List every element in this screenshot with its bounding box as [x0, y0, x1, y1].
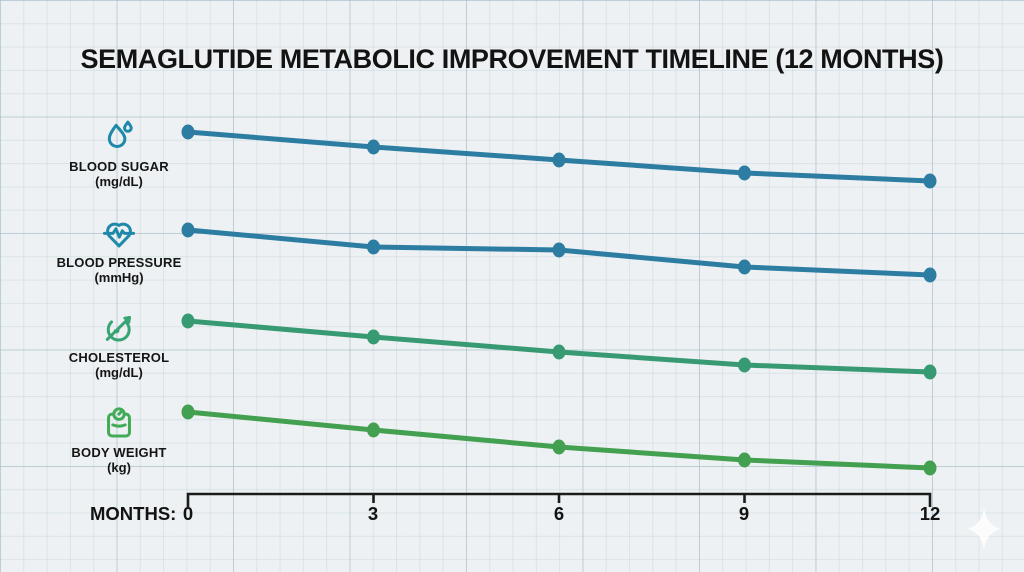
- metric-unit: (mg/dL): [95, 174, 143, 189]
- series-point-cholesterol-3: [367, 329, 380, 345]
- series-point-cholesterol-12: [923, 364, 937, 380]
- x-tick-label-12: 12: [919, 503, 941, 524]
- series-point-blood-sugar-9: [738, 165, 751, 181]
- series-point-cholesterol-6: [552, 344, 566, 360]
- metric-unit: (mmHg): [94, 270, 144, 285]
- metric-label: BODY WEIGHT: [71, 445, 167, 460]
- series-point-cholesterol-9: [738, 357, 751, 373]
- metric-row-body-weight: BODY WEIGHT (kg): [44, 404, 194, 476]
- metric-label: BLOOD SUGAR: [69, 159, 169, 174]
- x-tick-label-3: 3: [367, 503, 379, 524]
- metric-unit: (mg/dL): [95, 365, 143, 380]
- metric-row-cholesterol: CHOLESTEROL (mg/dL): [44, 309, 194, 381]
- series-point-body-weight-9: [738, 452, 751, 468]
- series-point-blood-sugar-6: [552, 152, 566, 168]
- series-point-blood-sugar-12: [923, 173, 937, 189]
- metric-row-blood-sugar: BLOOD SUGAR (mg/dL): [44, 118, 194, 190]
- metric-label: BLOOD PRESSURE: [56, 255, 182, 270]
- weight-scale-icon: [107, 407, 131, 438]
- series-point-blood-sugar-0: [181, 124, 195, 140]
- series-point-body-weight-6: [552, 439, 566, 455]
- series-point-cholesterol-0: [181, 313, 195, 329]
- x-tick-label-0: 0: [182, 503, 194, 524]
- heart-pulse-icon: [102, 222, 136, 248]
- series-point-blood-pressure-6: [552, 242, 566, 258]
- series-point-blood-pressure-3: [367, 239, 380, 255]
- sparkle-icon: [967, 508, 1001, 550]
- series-point-blood-pressure-0: [181, 222, 195, 238]
- series-point-body-weight-12: [923, 460, 937, 476]
- page-title: SEMAGLUTIDE METABOLIC IMPROVEMENT TIMELI…: [80, 44, 944, 74]
- metric-label: CHOLESTEROL: [68, 350, 170, 365]
- metric-row-blood-pressure: BLOOD PRESSURE (mmHg): [44, 214, 194, 286]
- series-point-blood-pressure-12: [923, 267, 937, 283]
- series-point-blood-sugar-3: [367, 139, 380, 155]
- x-axis-line: [186, 492, 932, 507]
- no-cholesterol-icon: [105, 316, 131, 342]
- x-tick-label-9: 9: [738, 503, 750, 524]
- metric-unit: (kg): [107, 460, 131, 475]
- droplet-icon: [107, 120, 133, 148]
- series-point-blood-pressure-9: [738, 259, 751, 275]
- series-point-body-weight-3: [367, 422, 380, 438]
- x-tick-label-6: 6: [553, 503, 565, 524]
- series-point-body-weight-0: [181, 404, 195, 420]
- x-axis-title: MONTHS:: [90, 503, 177, 524]
